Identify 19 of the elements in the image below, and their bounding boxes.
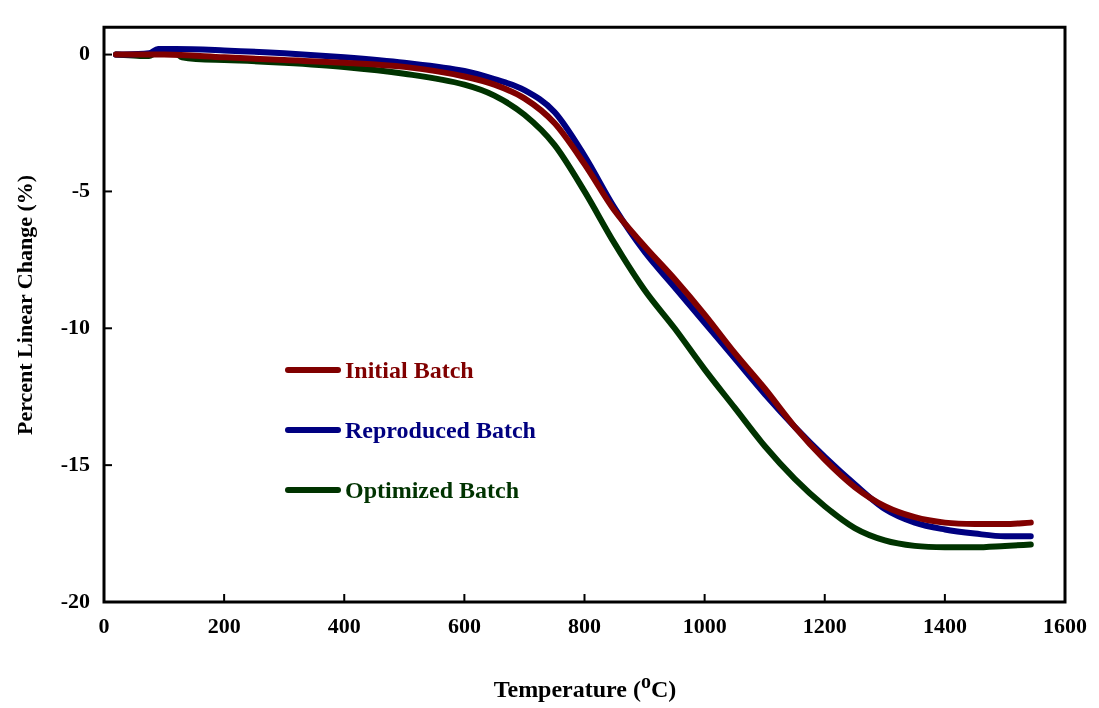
legend-label: Reproduced Batch — [345, 416, 536, 444]
x-tick-label: 800 — [568, 612, 601, 638]
x-tick-label: 0 — [98, 612, 110, 638]
y-tick-label: -15 — [60, 450, 90, 476]
x-tick-label: 1000 — [682, 612, 727, 638]
y-axis-title: Percent Linear Change (%) — [12, 174, 38, 436]
x-tick-label: 400 — [327, 612, 361, 638]
x-tick-label: 600 — [447, 612, 481, 638]
x-tick-label: 1200 — [802, 612, 847, 638]
y-tick-label: -5 — [71, 177, 90, 203]
x-tick-label: 200 — [207, 612, 241, 638]
x-axis-title: Temperature ($^{o}$C) — [492, 670, 678, 703]
y-tick-label: 0 — [79, 40, 90, 66]
x-tick-label: 1600 — [1043, 612, 1087, 638]
x-tick-label: 1400 — [922, 612, 967, 638]
legend-label: Initial Batch — [345, 356, 474, 384]
y-tick-label: -10 — [60, 313, 90, 339]
legend-label: Optimized Batch — [345, 476, 519, 504]
y-tick-label: -20 — [60, 587, 90, 613]
